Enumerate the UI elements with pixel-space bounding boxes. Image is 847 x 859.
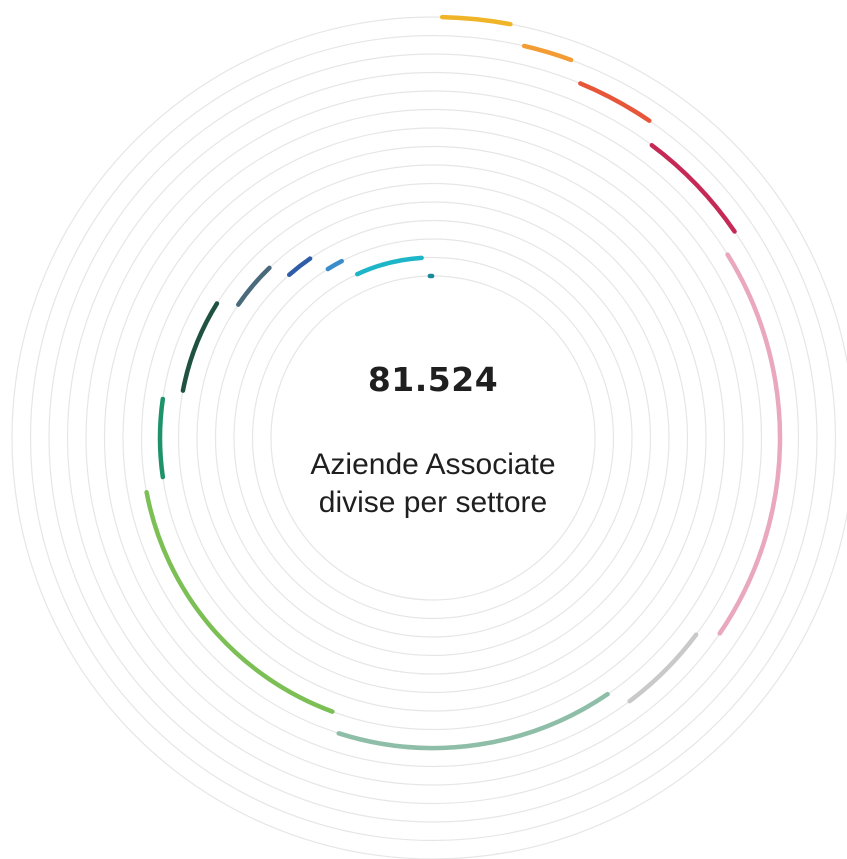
series-arc	[355, 255, 424, 277]
grid-ring	[251, 256, 615, 620]
grid-ring	[159, 164, 707, 712]
data-arcs	[144, 14, 783, 751]
grid-ring	[11, 16, 847, 859]
series-arc	[236, 265, 272, 307]
series-arc	[627, 632, 699, 704]
series-arc	[286, 256, 313, 278]
grid-ring	[66, 71, 800, 805]
grid-ring	[270, 275, 596, 601]
series-arc	[180, 301, 220, 393]
grid-ring	[48, 53, 818, 823]
grid-ring	[29, 34, 837, 842]
grid-ring	[85, 90, 781, 786]
series-arc	[144, 489, 335, 714]
total-value: 81.524	[367, 360, 499, 399]
series-arc	[649, 142, 737, 234]
series-arc	[336, 691, 610, 751]
caption-line-2: divise per settore	[318, 486, 548, 519]
caption-line-1: Aziende Associate	[310, 448, 556, 481]
grid-ring	[177, 182, 689, 694]
grid-ring	[196, 201, 670, 675]
grid-ring	[233, 238, 633, 638]
series-arc	[157, 396, 166, 480]
series-arc	[578, 81, 652, 123]
series-arc	[717, 252, 783, 636]
series-arc	[439, 14, 513, 27]
series-arc	[521, 43, 574, 63]
grid-rings	[11, 16, 847, 859]
series-arc	[325, 258, 344, 272]
grid-ring	[140, 145, 726, 731]
chart-caption: Aziende Associate divise per settore	[0, 446, 847, 522]
grid-ring	[214, 219, 652, 657]
grid-ring	[103, 108, 763, 768]
